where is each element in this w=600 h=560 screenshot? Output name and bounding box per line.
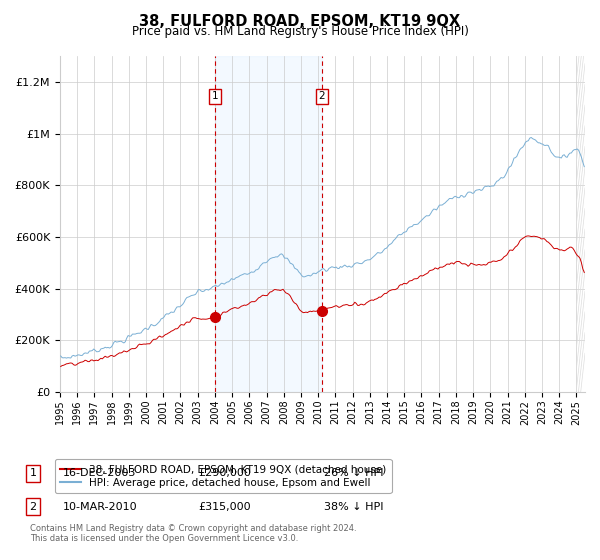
- Text: 38, FULFORD ROAD, EPSOM, KT19 9QX: 38, FULFORD ROAD, EPSOM, KT19 9QX: [139, 14, 461, 29]
- Text: 2: 2: [319, 91, 325, 101]
- Text: Contains HM Land Registry data © Crown copyright and database right 2024.
This d: Contains HM Land Registry data © Crown c…: [30, 524, 356, 543]
- Text: 16-DEC-2003: 16-DEC-2003: [63, 468, 136, 478]
- Bar: [215, 56, 322, 392]
- Text: £315,000: £315,000: [198, 502, 251, 512]
- Text: 2: 2: [29, 502, 37, 512]
- Text: 38% ↓ HPI: 38% ↓ HPI: [324, 502, 383, 512]
- Text: 26% ↓ HPI: 26% ↓ HPI: [324, 468, 383, 478]
- Legend: 38, FULFORD ROAD, EPSOM, KT19 9QX (detached house), HPI: Average price, detached: 38, FULFORD ROAD, EPSOM, KT19 9QX (detac…: [55, 459, 392, 493]
- Text: 1: 1: [29, 468, 37, 478]
- Text: 10-MAR-2010: 10-MAR-2010: [63, 502, 137, 512]
- Text: £290,000: £290,000: [198, 468, 251, 478]
- Text: Price paid vs. HM Land Registry's House Price Index (HPI): Price paid vs. HM Land Registry's House …: [131, 25, 469, 38]
- Text: 1: 1: [212, 91, 218, 101]
